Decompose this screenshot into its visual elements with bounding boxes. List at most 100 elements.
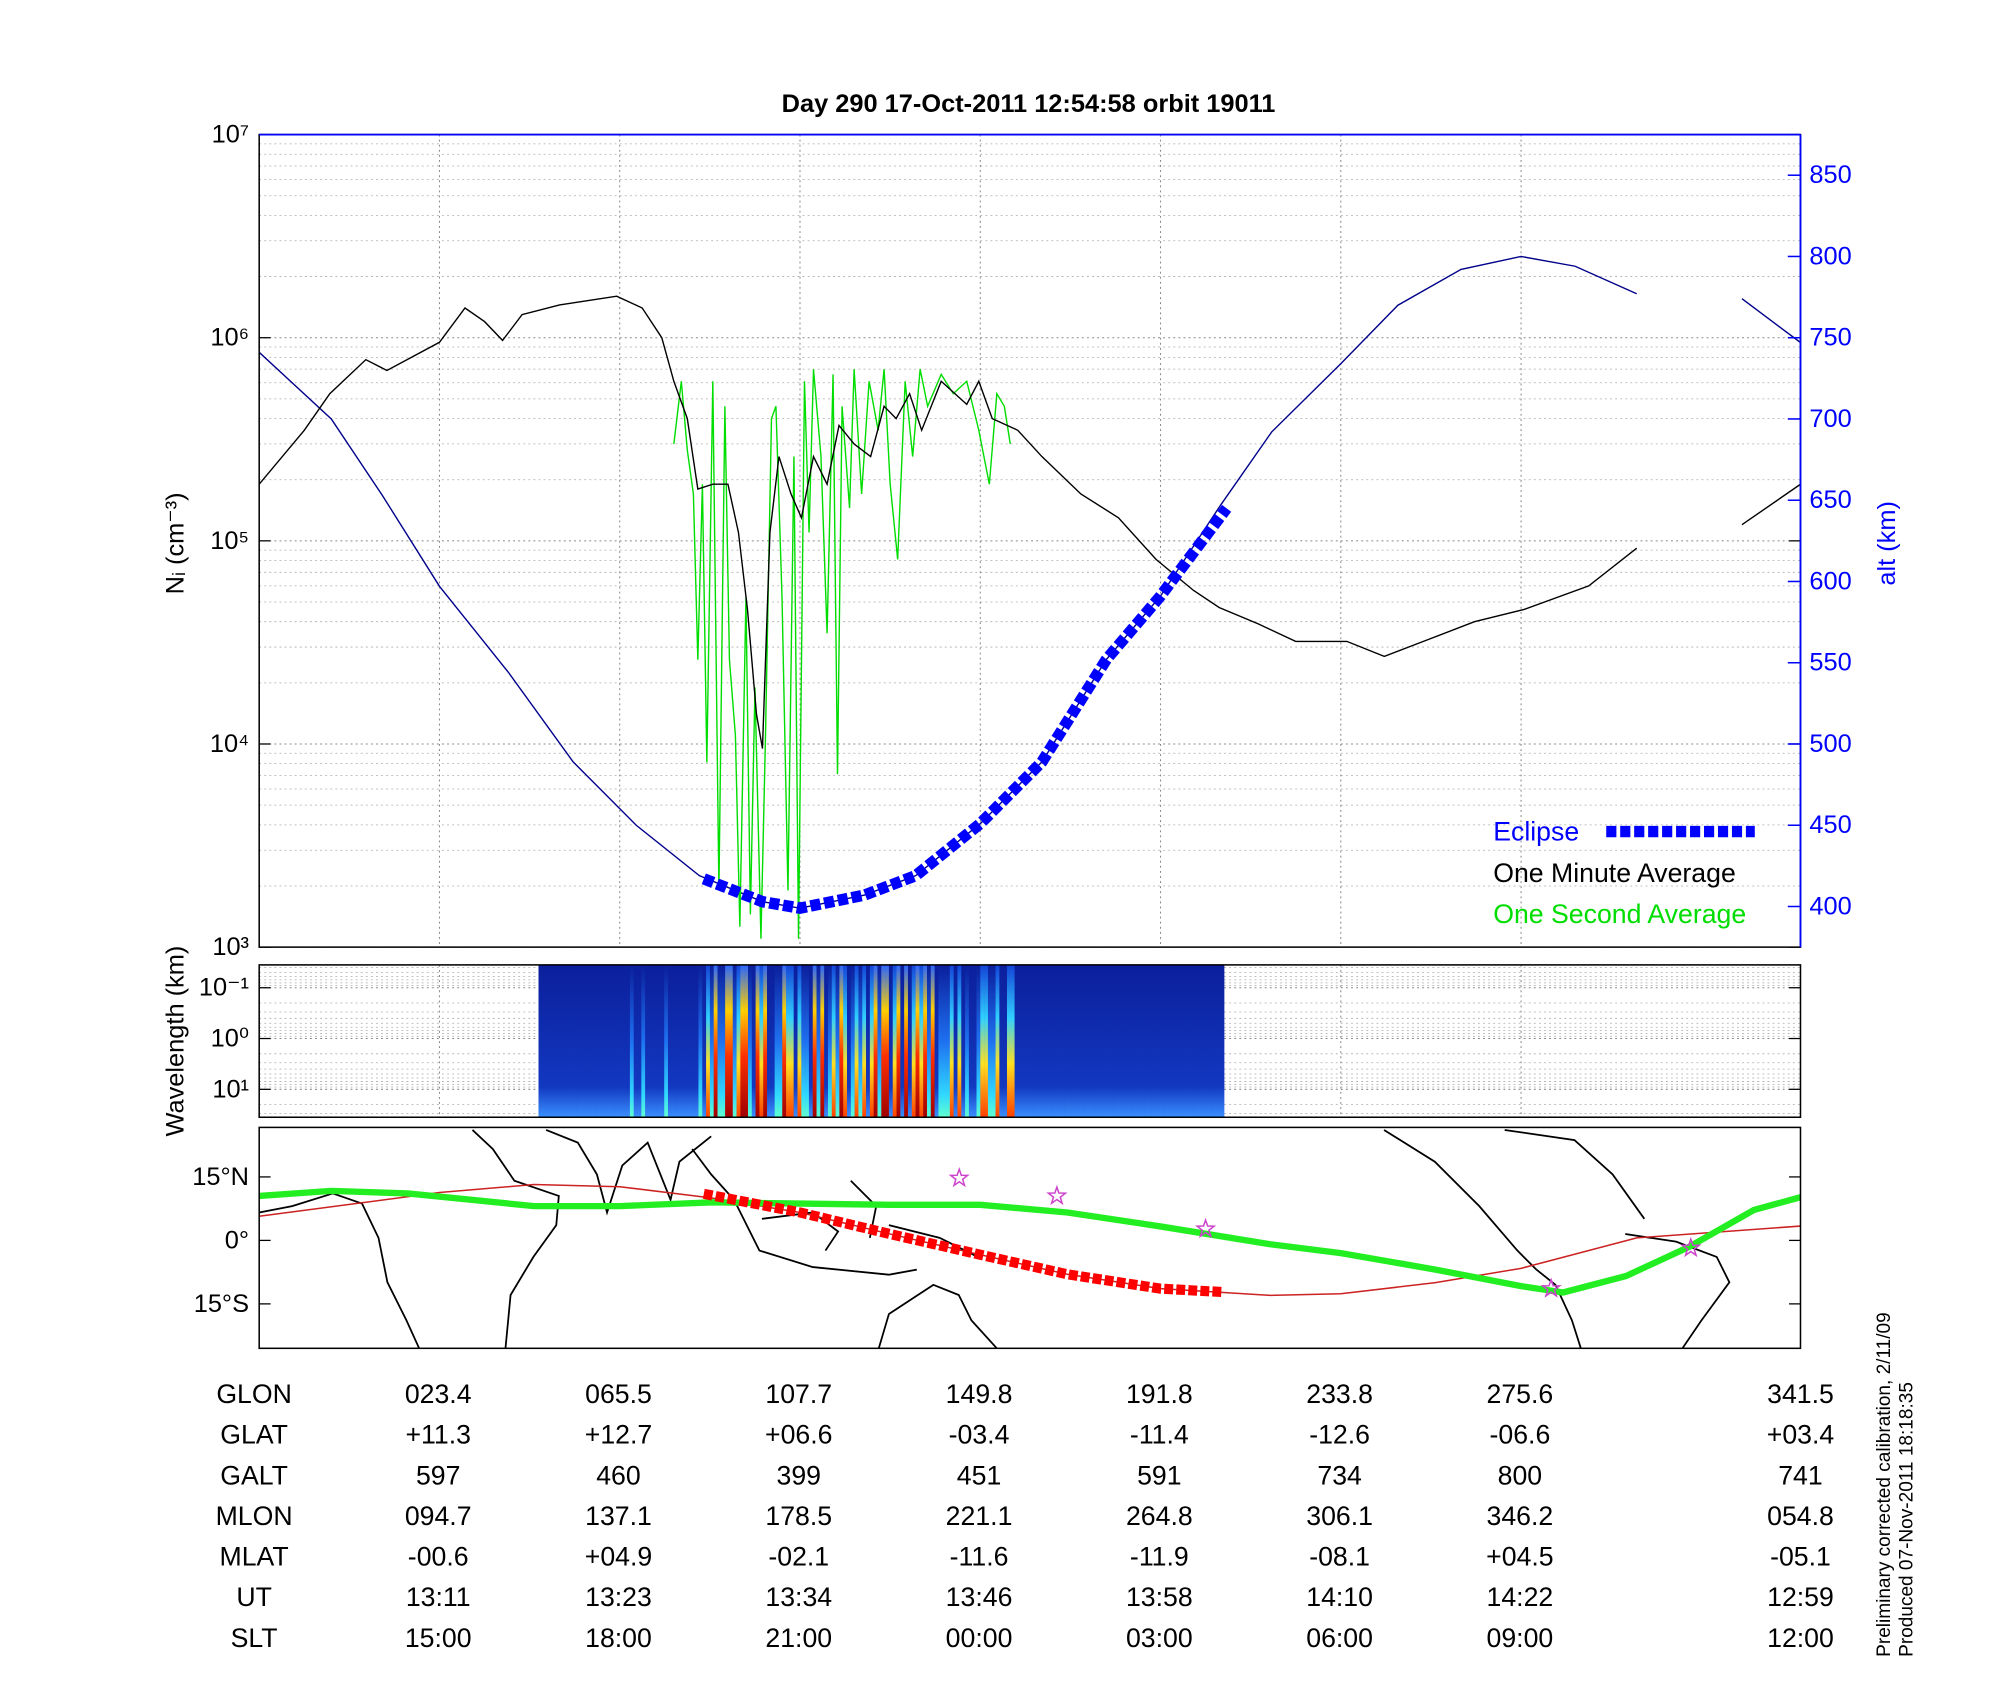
spectrogram-strip xyxy=(1113,964,1118,1118)
spectrogram-strip xyxy=(793,964,798,1118)
spectrogram-strip xyxy=(866,964,871,1118)
spectrogram-strip xyxy=(896,964,901,1118)
table-cell: 18:00 xyxy=(585,1623,652,1653)
table-cell: 306.1 xyxy=(1306,1501,1373,1531)
spectrogram-strip xyxy=(694,964,699,1118)
spectrogram-strip xyxy=(770,964,775,1118)
spectrogram-strip xyxy=(607,964,612,1118)
spectrogram-strip xyxy=(557,964,562,1118)
spectrogram-strip xyxy=(675,964,680,1118)
spectrogram-strip xyxy=(923,964,928,1118)
table-cell: -08.1 xyxy=(1309,1542,1370,1572)
spectrogram-strip xyxy=(1041,964,1046,1118)
row-label: GLON xyxy=(216,1379,292,1409)
spectrogram-strip xyxy=(900,964,905,1118)
spectrogram-strip xyxy=(706,964,711,1118)
table-cell: +11.3 xyxy=(405,1420,470,1450)
spectrogram-strip xyxy=(702,964,707,1118)
spectrogram-strip xyxy=(987,964,993,1118)
spectrogram-strip xyxy=(907,964,913,1118)
spectrogram-strip xyxy=(1147,964,1152,1118)
spectrogram-strip xyxy=(1189,964,1194,1118)
spectrogram-strip xyxy=(1071,964,1076,1118)
y2-tick-label: 550 xyxy=(1809,649,1851,677)
spectrogram-strip xyxy=(1159,964,1164,1118)
row-label: MLON xyxy=(216,1501,293,1531)
spectrogram-strip xyxy=(1132,964,1137,1118)
spectrogram-strip xyxy=(938,964,943,1118)
spectrogram-strip xyxy=(1083,964,1088,1118)
spectrogram-strip xyxy=(774,964,779,1118)
spectrogram-strip xyxy=(892,964,897,1118)
table-cell: 03:00 xyxy=(1126,1623,1193,1653)
table-cell: 460 xyxy=(596,1460,640,1490)
chart-title: Day 290 17-Oct-2011 12:54:58 orbit 19011 xyxy=(782,90,1276,118)
spectrogram-strip xyxy=(767,964,772,1118)
spectrogram-strip xyxy=(1205,964,1210,1118)
y-tick-label: 10⁻¹ xyxy=(199,974,249,1002)
spectrogram-strip xyxy=(568,964,574,1118)
spectrogram-strip xyxy=(911,964,916,1118)
spectrogram-strip xyxy=(759,964,764,1118)
spectrogram-strip xyxy=(1106,964,1111,1118)
spectrogram-strip xyxy=(1121,964,1126,1118)
spectrogram-strip xyxy=(736,964,741,1118)
table-cell: 221.1 xyxy=(946,1501,1013,1531)
spectrogram-strip xyxy=(885,964,890,1118)
spectrogram-strip xyxy=(888,964,893,1118)
table-cell: +04.5 xyxy=(1486,1542,1553,1572)
event-star xyxy=(1540,1277,1562,1298)
spectrogram-strip xyxy=(778,964,783,1118)
spectrogram-strip xyxy=(732,964,737,1118)
spectrogram-strip xyxy=(580,964,585,1118)
coastline xyxy=(1383,1129,1538,1271)
spectrogram-strip xyxy=(698,964,703,1118)
eclipse-track xyxy=(702,1188,1224,1298)
table-cell: 341.5 xyxy=(1767,1379,1834,1409)
spectrogram-strip xyxy=(980,964,985,1118)
spectrogram-strip xyxy=(991,964,996,1118)
spectrogram-strip xyxy=(728,964,734,1118)
spectrogram-strip xyxy=(671,964,676,1118)
table-cell: 023.4 xyxy=(405,1379,472,1409)
spectrogram-strip xyxy=(1029,964,1034,1118)
table-cell: 107.7 xyxy=(765,1379,832,1409)
spectrogram-strip xyxy=(595,964,600,1118)
table-cell: +03.4 xyxy=(1767,1420,1835,1450)
table-cell: 065.5 xyxy=(585,1379,652,1409)
spectrogram-strip xyxy=(976,964,981,1118)
spectrogram-strip xyxy=(538,964,543,1118)
spectrogram-strip xyxy=(1125,964,1130,1118)
spectrogram-strip xyxy=(812,964,817,1118)
spectrogram-strip xyxy=(1037,964,1042,1118)
coastline xyxy=(1625,1233,1731,1349)
spectrogram-strip xyxy=(584,964,589,1118)
event-star xyxy=(1194,1217,1217,1239)
spectrogram-strip xyxy=(626,964,631,1118)
legend-label: Eclipse xyxy=(1493,817,1579,847)
table-cell: -11.9 xyxy=(1130,1542,1189,1572)
coastline xyxy=(691,1148,917,1276)
spectrogram-strip xyxy=(687,964,692,1118)
spectrogram-strip xyxy=(763,964,768,1118)
spectrogram-strip xyxy=(1056,964,1061,1118)
spectrogram-strip xyxy=(1220,964,1225,1118)
spectrogram-strip xyxy=(968,964,973,1118)
spectrogram-strip xyxy=(713,964,718,1118)
spectrogram-strip xyxy=(1048,964,1053,1118)
spectrogram-strip xyxy=(835,964,840,1118)
note: Preliminary corrected calibration, 2/11/… xyxy=(1874,1312,1895,1657)
y-tick-label: 0° xyxy=(225,1226,249,1254)
table-cell: -05.1 xyxy=(1770,1542,1831,1572)
spectrogram-strip xyxy=(1201,964,1206,1118)
spectrogram-strip xyxy=(652,964,657,1118)
coastline xyxy=(471,1129,560,1349)
table-cell: -06.6 xyxy=(1490,1420,1551,1450)
spectrogram-strip xyxy=(1086,964,1092,1118)
spectrogram-strip xyxy=(1166,964,1172,1118)
table-cell: 14:10 xyxy=(1306,1582,1373,1612)
table-cell: 800 xyxy=(1498,1460,1542,1490)
table-cell: 149.8 xyxy=(946,1379,1013,1409)
